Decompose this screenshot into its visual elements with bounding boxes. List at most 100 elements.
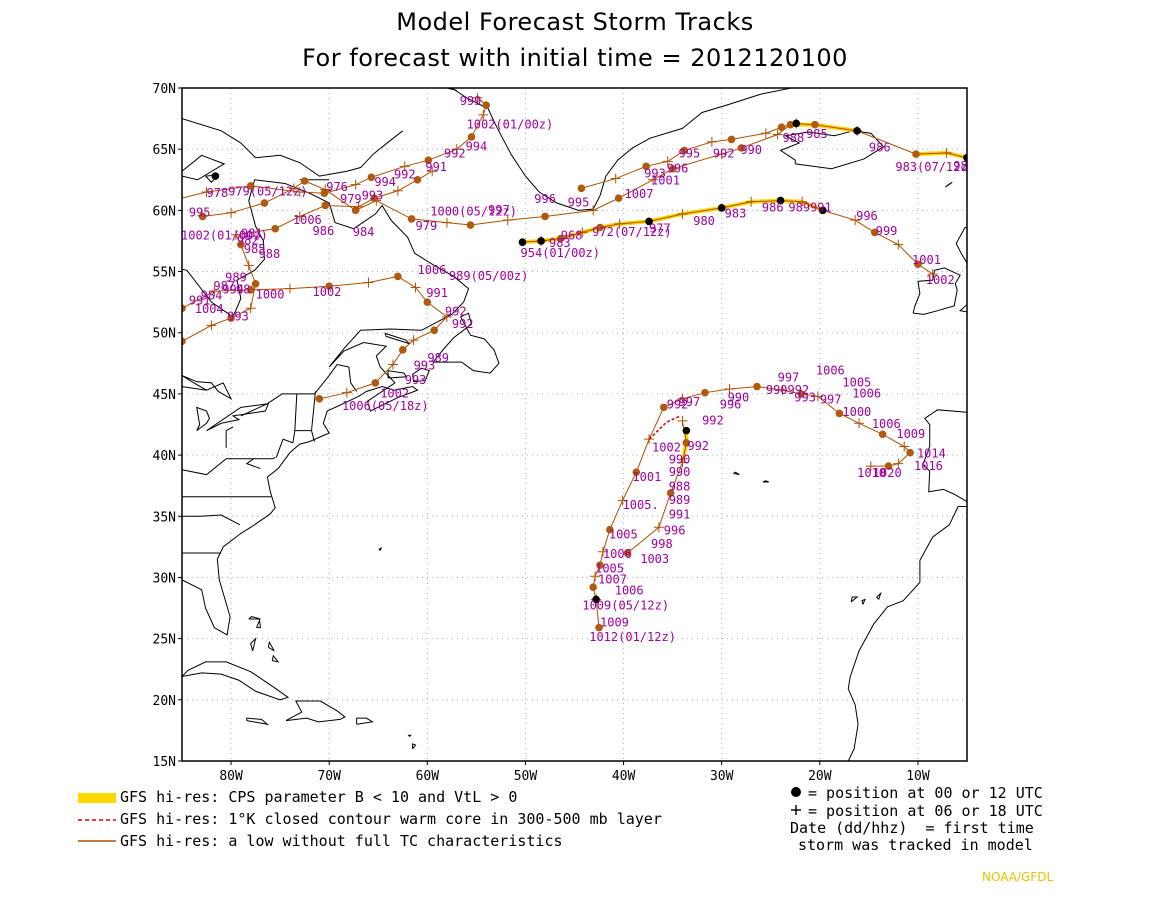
pressure-label: 987 <box>213 279 235 293</box>
pressure-label: 1002(01/00z) <box>181 229 268 243</box>
track-position-plus <box>716 149 727 160</box>
pressure-label: 996 <box>720 398 742 412</box>
pressure-label: 1005. <box>623 498 659 512</box>
track-position-plus <box>597 546 608 557</box>
pressure-label: 990992 <box>766 383 809 397</box>
track-position-dot <box>430 326 438 335</box>
pressure-label: 989991 <box>788 201 831 215</box>
pressure-label: 989(05/00z) <box>449 269 528 283</box>
pressure-label: 979 <box>340 192 362 206</box>
track-position-dot <box>466 221 475 229</box>
pressure-label: 986 <box>313 224 335 238</box>
coastline-path <box>378 546 383 551</box>
pressure-label: 1000 <box>256 287 285 301</box>
pressure-label: 1006 <box>816 363 845 377</box>
pressure-label: 1006 <box>872 417 901 431</box>
track-position-dot <box>227 314 235 322</box>
pressure-label: 992 <box>702 414 724 428</box>
pressure-label: 991 <box>189 294 211 308</box>
coastline-path <box>250 637 257 652</box>
lon-tick-label: 70W <box>317 769 341 784</box>
track-position-dot <box>423 298 432 306</box>
lat-tick-label: 55N <box>153 266 176 281</box>
track-position-plus <box>451 144 462 155</box>
coastline-path <box>267 640 275 652</box>
pressure-label: 1002(01/00z) <box>467 117 554 131</box>
greenland-iceland-track <box>581 122 967 189</box>
track-position-black-dot <box>645 217 653 226</box>
lon-tick-label: 10W <box>906 769 930 784</box>
track-position-dot <box>912 150 920 158</box>
coastline-path <box>196 406 211 432</box>
track-position-plus <box>850 215 861 226</box>
track-position-plus <box>472 92 483 103</box>
coastline-path <box>182 118 404 177</box>
track-position-plus <box>399 161 410 172</box>
coastline-path <box>275 438 294 458</box>
pressure-label: 992 <box>444 147 466 161</box>
track-position-dot <box>737 144 746 152</box>
lat-tick-label: 50N <box>153 327 176 342</box>
track-position-black-dot <box>792 119 801 128</box>
pressure-label: 979 <box>416 219 438 233</box>
track-position-plus <box>677 393 688 404</box>
track-position-dot <box>811 120 819 129</box>
track-position-dot <box>371 379 380 387</box>
track-position-dot <box>556 234 565 243</box>
track-position-plus <box>893 458 904 469</box>
pressure-label: 1002 <box>652 440 681 454</box>
track-position-plus <box>209 286 220 297</box>
pressure-label: 998 <box>651 537 673 551</box>
track-position-dot <box>541 212 549 221</box>
coastline-path <box>245 458 261 470</box>
track-position-dot <box>246 182 255 190</box>
track-position-plus <box>941 147 952 158</box>
track-position-dot <box>701 388 709 397</box>
legend-brown-text: GFS hi-res: a low without full TC charac… <box>120 832 563 850</box>
track-position-dot <box>237 240 245 249</box>
coastline-path <box>182 661 290 701</box>
pressure-label: 1000(05/12z) <box>430 204 517 218</box>
track-position-dot <box>394 272 402 281</box>
track-position-plus <box>294 211 305 222</box>
pressure-label: 1000 <box>842 405 871 419</box>
lat-tick-label: 15N <box>153 755 176 770</box>
coastline-path <box>959 304 967 313</box>
pressure-label: 1002 <box>313 285 342 299</box>
pressure-label: 1006 <box>603 547 632 561</box>
track-position-black-dot <box>818 206 827 215</box>
track-position-dot <box>351 206 360 215</box>
coastline-path <box>182 154 226 181</box>
storm-tracks <box>168 92 967 632</box>
pressure-label: 978 <box>207 186 229 200</box>
coastline-path <box>356 717 374 725</box>
track-position-dot <box>596 223 604 232</box>
pressure-label: 1002 <box>380 387 409 401</box>
coastline-path <box>762 480 769 483</box>
track-position-plus <box>350 179 361 190</box>
lon-tick-label: 80W <box>219 769 243 784</box>
coastline-path <box>850 596 859 603</box>
coastline-path <box>432 312 500 374</box>
track-position-plus <box>865 461 876 472</box>
pressure-label: 1009 <box>896 427 925 441</box>
coastline-path <box>225 426 234 448</box>
coastline-path <box>182 457 276 476</box>
track-position-plus <box>746 196 757 207</box>
pressure-label: 994 <box>222 283 244 297</box>
coastline-path <box>876 591 882 600</box>
track-position-dot <box>168 197 176 205</box>
track-position-plus <box>648 174 658 185</box>
track-position-plus <box>662 156 673 167</box>
pressure-label: 1005 <box>595 562 624 576</box>
track-position-dot <box>906 448 914 457</box>
track-position-dot <box>577 184 586 193</box>
track-position-dot <box>753 382 761 391</box>
track-position-dot <box>271 224 280 233</box>
pressure-label: 992 <box>394 168 416 182</box>
track-position-plus <box>927 268 938 279</box>
pressure-label: 985 <box>244 242 266 256</box>
lat-tick-label: 60N <box>153 204 176 219</box>
track-position-plus <box>363 277 374 288</box>
